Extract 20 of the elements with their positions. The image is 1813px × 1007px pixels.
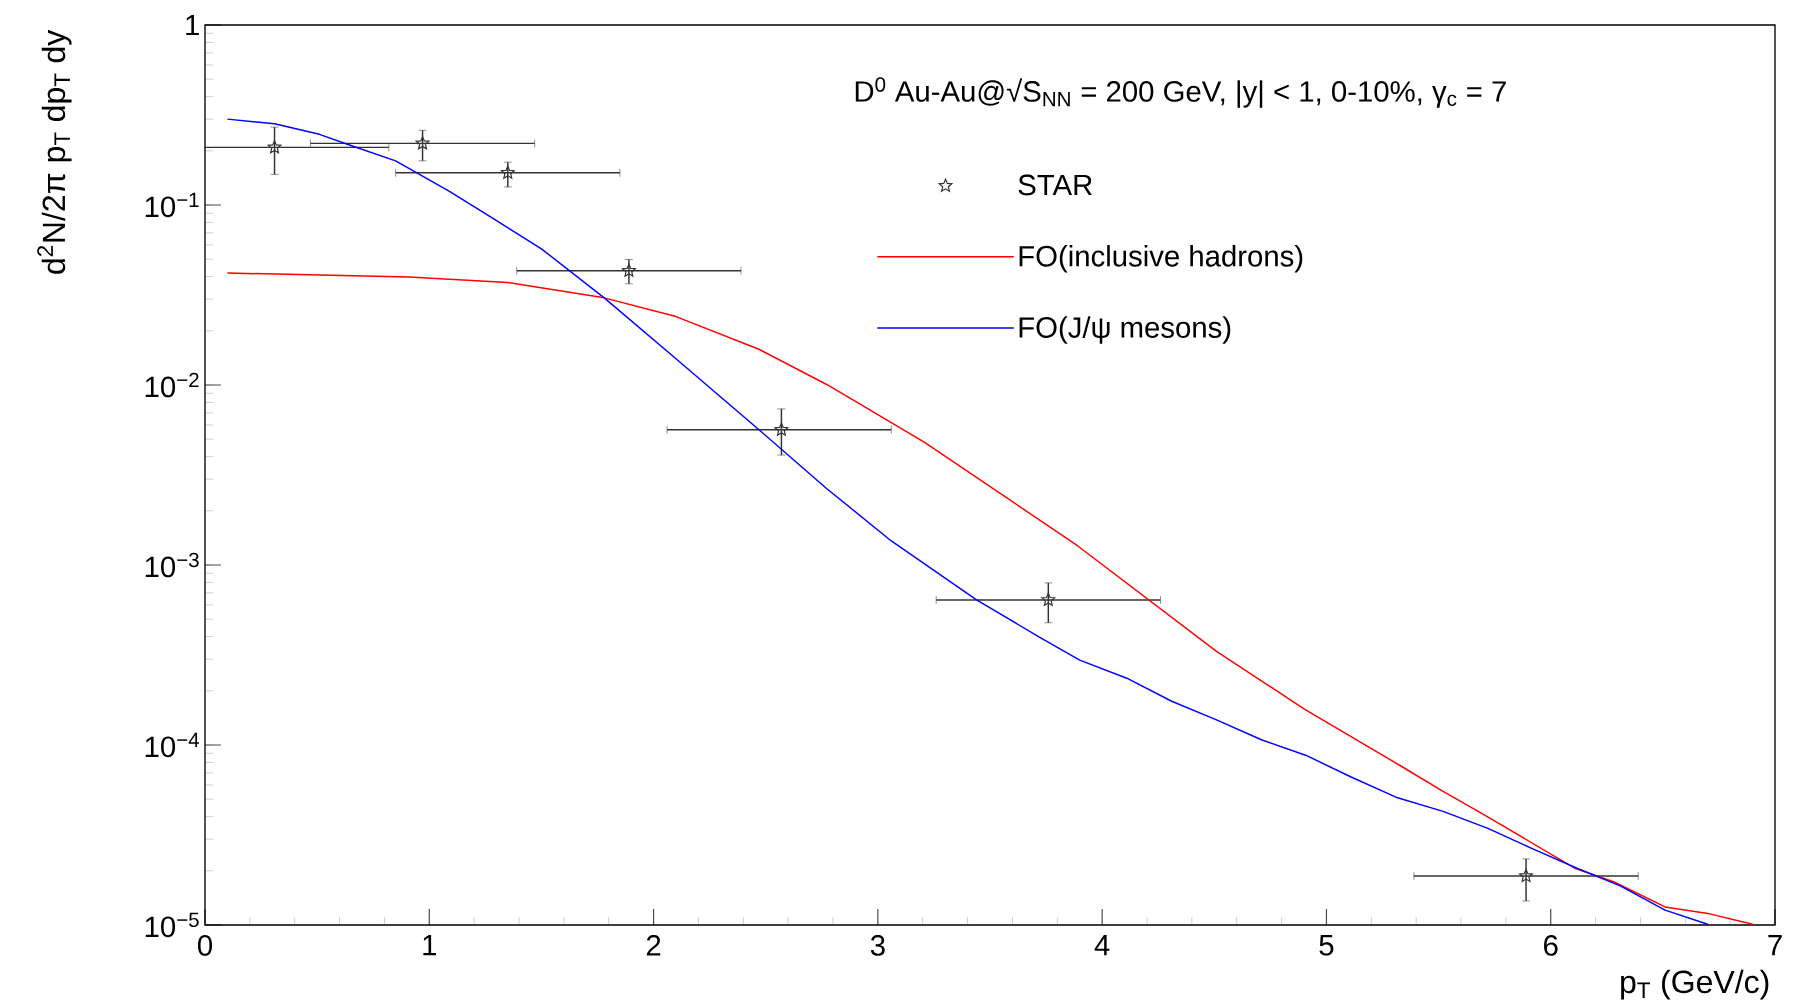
annotation: D$^{0}$ Au-Au@√S$_{NN}$ = 200 GeV, |y| < 1, 0-10%, γ$_{c}$ = 7 <box>855 77 1506 108</box>
x-tick-label: 2 <box>646 935 661 956</box>
legend-label: FO(J/ψ mesons) <box>1019 316 1231 344</box>
x-tick-label: 4 <box>1094 935 1110 956</box>
legend-label: FO(inclusive hadrons) <box>1019 245 1303 273</box>
y-tick-label: 10$^{−1}$ <box>145 192 199 218</box>
x-tick-label: 3 <box>870 935 885 956</box>
y-tick-label: 1 <box>186 14 199 36</box>
y-tick-label: 10$^{−5}$ <box>145 912 199 938</box>
y-tick-label: 10$^{−2}$ <box>145 372 199 398</box>
y-axis-title: d$^{2}$N/2π p$_{T}$ dp$_{T}$ dy <box>37 29 72 274</box>
x-tick-label: 5 <box>1319 935 1334 956</box>
x-tick-label: 1 <box>423 935 437 956</box>
y-tick-label: 10$^{−3}$ <box>145 552 199 578</box>
legend-label: STAR <box>1018 174 1092 196</box>
x-axis-title: p$_{T}$ (GeV/c) <box>1621 969 1769 1000</box>
x-tick-label: 0 <box>197 935 213 956</box>
x-tick-label: 7 <box>1768 935 1782 956</box>
y-tick-label: 10$^{−4}$ <box>145 732 200 758</box>
x-tick-label: 6 <box>1544 935 1558 956</box>
